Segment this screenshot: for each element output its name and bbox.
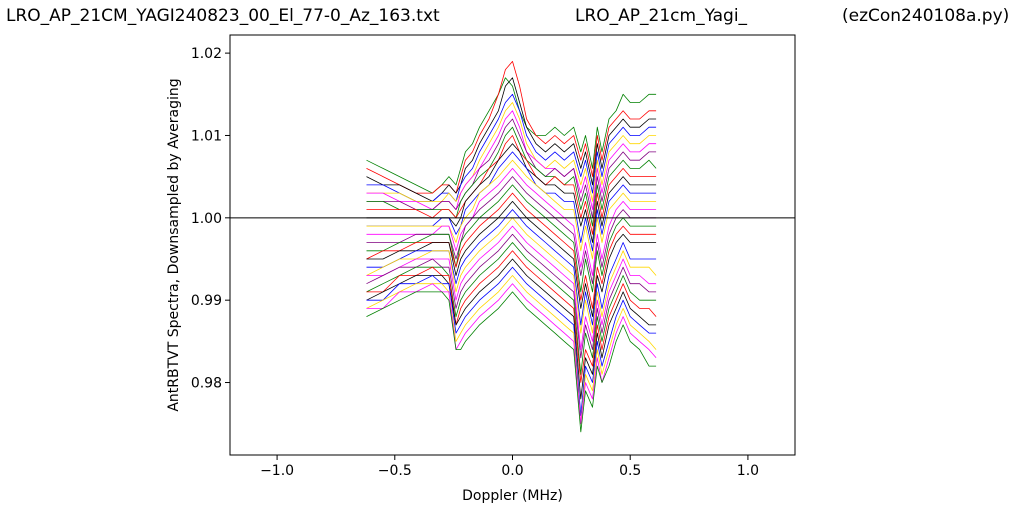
series-line: [366, 258, 657, 400]
series-line: [366, 77, 657, 202]
x-axis-label: Doppler (MHz): [462, 488, 563, 504]
x-tick-label: 0.5: [619, 463, 641, 479]
x-axis: −1.0 −0.5 0.0 0.5 1.0: [260, 455, 759, 479]
y-axis-label: AntRBTVT Spectra, Downsampled by Averagi…: [166, 78, 182, 411]
series-line: [366, 283, 657, 425]
y-tick-label: 1.00: [191, 211, 222, 227]
series-line: [366, 250, 657, 383]
series-line: [366, 167, 657, 276]
y-axis: 0.98 0.99 1.00 1.01 1.02: [191, 46, 230, 392]
y-tick-label: 0.99: [191, 293, 222, 309]
plot-frame: [229, 34, 796, 456]
series-line: [366, 233, 657, 359]
series-line: [366, 102, 657, 202]
series-line: [366, 225, 657, 351]
series-line: [366, 275, 657, 425]
series-line: [366, 184, 657, 293]
y-tick-label: 0.98: [191, 376, 222, 392]
x-tick-label: 1.0: [737, 463, 759, 479]
chart-header: LRO_AP_21CM_YAGI240823_00_El_77-0_Az_163…: [0, 0, 1024, 36]
program-title: (ezCon240108a.py): [842, 6, 1010, 26]
series-line: [366, 217, 657, 334]
y-tick-label: 1.02: [191, 46, 222, 62]
x-tick-label: −0.5: [378, 463, 412, 479]
series-line: [366, 118, 657, 219]
x-tick-label: 0.0: [501, 463, 523, 479]
series-layer: [366, 61, 657, 433]
study-title: LRO_AP_21cm_Yagi_: [575, 6, 748, 26]
x-tick-label: −1.0: [260, 463, 294, 479]
series-line: [366, 291, 657, 433]
series-line: [366, 242, 657, 375]
series-line: [366, 266, 657, 416]
y-tick-label: 1.01: [191, 128, 222, 144]
series-line: [366, 93, 657, 202]
file-title: LRO_AP_21CM_YAGI240823_00_El_77-0_Az_163…: [6, 6, 440, 26]
series-line: [366, 135, 657, 235]
series-line: [366, 61, 657, 194]
